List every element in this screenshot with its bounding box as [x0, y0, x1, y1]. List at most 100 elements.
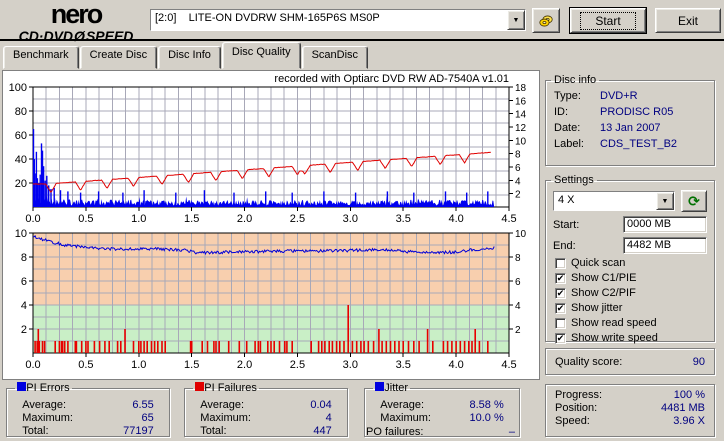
- checkbox-show-c2-pif[interactable]: ✔ Show C2/PIF: [555, 287, 636, 299]
- checkbox-box: [555, 317, 566, 329]
- svg-text:3.0: 3.0: [343, 359, 358, 371]
- svg-text:40: 40: [15, 154, 27, 166]
- pi-errors-chart: recorded with Optiarc DVD RW AD-7540A v1…: [9, 73, 527, 225]
- tab-benchmark[interactable]: Benchmark: [3, 46, 79, 69]
- svg-text:4.5: 4.5: [501, 359, 516, 371]
- tab-disc-info[interactable]: Disc Info: [158, 46, 221, 69]
- end-position-row: End: 4482 MB: [553, 237, 707, 254]
- svg-text:60: 60: [15, 130, 27, 142]
- checkbox-box: [555, 257, 566, 269]
- svg-text:6: 6: [515, 277, 521, 288]
- exit-button[interactable]: Exit: [655, 8, 721, 33]
- progress-row: Progress: 100 %: [555, 389, 705, 401]
- svg-text:16: 16: [515, 96, 527, 107]
- drive-select-value: [2:0] LITE-ON DVDRW SHM-165P6S MS0P: [151, 10, 507, 30]
- jitter-chart: 10 8 6 4 2 10 8 6 4 2 0.0 0.5 1.0 1.5 2.0 2.5 3.0 3.5 4.0 4…: [15, 228, 527, 371]
- svg-text:recorded with Optiarc DVD RW A: recorded with Optiarc DVD RW AD-7540A v1…: [274, 73, 509, 85]
- svg-text:6: 6: [515, 163, 521, 174]
- pi-failures-legend: PI Failures: [193, 382, 259, 394]
- svg-text:0.5: 0.5: [78, 213, 93, 225]
- svg-text:12: 12: [515, 123, 527, 134]
- start-button[interactable]: Start: [570, 8, 646, 33]
- eject-disc-button[interactable]: [532, 8, 560, 33]
- progress-box: Progress: 100 % Position: 4481 MB Speed: 3.…: [545, 384, 715, 437]
- tab-create-disc[interactable]: Create Disc: [79, 46, 158, 69]
- discs-icon: [539, 15, 553, 26]
- jitter-legend: Jitter: [373, 382, 410, 394]
- scan-speed-value: 4 X: [554, 192, 656, 210]
- exit-button-label: Exit: [677, 13, 698, 28]
- pi-failures-stats-box: PI Failures Average: 0.04 Maximum: 4 Total…: [184, 382, 348, 437]
- svg-text:20: 20: [15, 178, 27, 190]
- start-position-input[interactable]: 0000 MB: [623, 216, 707, 233]
- checkbox-show-c1-pie[interactable]: ✔ Show C1/PIE: [555, 272, 637, 284]
- svg-text:1.5: 1.5: [184, 213, 199, 225]
- svg-text:6: 6: [21, 276, 27, 288]
- svg-text:4.0: 4.0: [448, 359, 463, 371]
- svg-text:4: 4: [515, 301, 521, 312]
- svg-text:8: 8: [515, 150, 521, 161]
- checkbox-show-jitter[interactable]: ✔ Show jitter: [555, 302, 623, 314]
- disc-icon: Ø: [74, 28, 85, 44]
- checkbox-box: ✔: [555, 272, 566, 284]
- checkbox-show-write-speed[interactable]: ✔ Show write speed: [555, 332, 658, 344]
- dropdown-arrow-icon[interactable]: ▼: [507, 10, 525, 30]
- svg-text:10: 10: [515, 136, 527, 147]
- disc-info-row: ID: PRODISC R05: [554, 106, 674, 118]
- drive-select[interactable]: [2:0] LITE-ON DVDRW SHM-165P6S MS0P ▼: [150, 9, 526, 31]
- checkbox-show-read-speed[interactable]: Show read speed: [555, 317, 714, 329]
- settings-legend: Settings: [554, 174, 594, 186]
- svg-text:18: 18: [515, 83, 527, 94]
- checkbox-box: ✔: [555, 332, 566, 344]
- svg-text:8: 8: [21, 252, 27, 264]
- svg-text:0.5: 0.5: [78, 359, 93, 371]
- svg-text:3.5: 3.5: [396, 213, 411, 225]
- nero-logo: nero CD·DVDØSPEED: [6, 0, 146, 44]
- quality-score-box: Quality score: 90: [545, 348, 715, 375]
- checkbox-quick-scan[interactable]: Quick scan: [555, 257, 714, 269]
- pi-failures-swatch: [195, 382, 205, 391]
- settings-group: Settings 4 X ▼ ⟳ Start: 0000 MB End: 448…: [545, 174, 715, 369]
- svg-text:4: 4: [515, 176, 521, 187]
- stat-row: Maximum: 65: [22, 411, 154, 424]
- speed-row: Speed: 3.96 X: [555, 415, 705, 427]
- disc-quality-chart-panel: recorded with Optiarc DVD RW AD-7540A v1…: [2, 70, 540, 380]
- disc-info-row: Type: DVD+R: [554, 90, 638, 102]
- svg-text:3.0: 3.0: [343, 213, 358, 225]
- nero-wordmark: nero: [50, 0, 104, 29]
- stat-row: Maximum: 4: [200, 411, 332, 424]
- po-failures-row: PO failures: –: [366, 426, 515, 438]
- svg-text:2: 2: [21, 324, 27, 336]
- tab-disc-quality[interactable]: Disc Quality: [221, 42, 301, 69]
- svg-text:2: 2: [515, 190, 521, 201]
- svg-text:0.0: 0.0: [25, 359, 40, 371]
- quality-charts: recorded with Optiarc DVD RW AD-7540A v1…: [9, 73, 527, 371]
- svg-text:4: 4: [21, 300, 27, 312]
- dropdown-arrow-icon[interactable]: ▼: [656, 192, 674, 210]
- scan-speed-select[interactable]: 4 X ▼: [553, 191, 675, 211]
- svg-text:4.0: 4.0: [448, 213, 463, 225]
- refresh-button[interactable]: ⟳: [681, 190, 707, 212]
- svg-text:14: 14: [515, 110, 527, 121]
- stat-row: Total: 447: [200, 424, 332, 437]
- end-position-input[interactable]: 4482 MB: [623, 237, 707, 254]
- svg-text:100: 100: [9, 82, 27, 94]
- svg-text:3.5: 3.5: [396, 359, 411, 371]
- svg-text:10: 10: [515, 229, 527, 240]
- stat-row: Average: 6.55: [22, 398, 154, 411]
- disc-info-row: Date: 13 Jan 2007: [554, 122, 661, 134]
- pi-errors-swatch: [17, 382, 27, 391]
- quality-score-value: 90: [692, 355, 705, 368]
- stat-row: Total: 77197: [22, 424, 154, 437]
- svg-text:8: 8: [515, 253, 521, 264]
- svg-text:80: 80: [15, 106, 27, 118]
- scan-speed-row: 4 X ▼ ⟳: [553, 190, 707, 212]
- jitter-stats-box: Jitter Average: 8.58 % Maximum: 10.0 %: [364, 382, 520, 437]
- svg-text:10: 10: [15, 228, 27, 240]
- pi-errors-legend: PI Errors: [15, 382, 71, 394]
- refresh-icon: ⟳: [688, 192, 700, 209]
- start-button-label: Start: [580, 11, 636, 30]
- tab-scandisc[interactable]: ScanDisc: [301, 46, 369, 69]
- checkbox-box: ✔: [555, 302, 566, 314]
- svg-text:2.5: 2.5: [290, 213, 305, 225]
